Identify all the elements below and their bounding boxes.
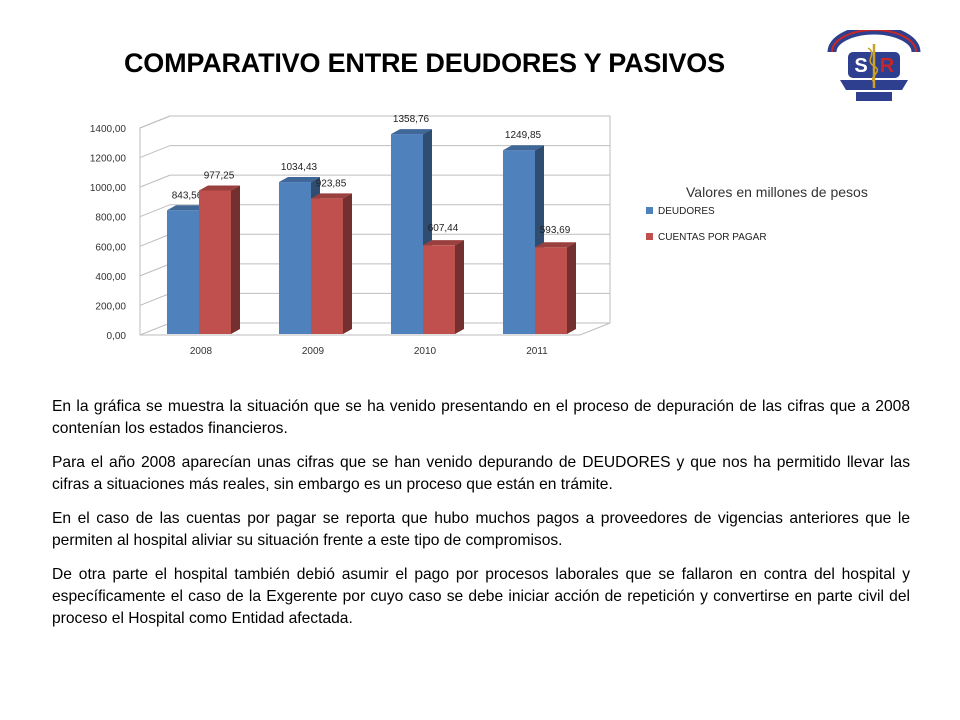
bar-side: [455, 240, 464, 334]
bar-deudores: [167, 210, 199, 334]
body-text: En la gráfica se muestra la situación qu…: [52, 396, 910, 642]
bar-cuentas-por-pagar: [199, 190, 231, 334]
paragraph-2: Para el año 2008 aparecían unas cifras q…: [52, 454, 910, 493]
legend-swatch: [646, 207, 653, 214]
bar-cuentas-por-pagar: [311, 198, 343, 334]
bar-side: [343, 193, 352, 334]
y-tick-label: 600,00: [95, 242, 126, 253]
data-label: 1249,85: [505, 130, 542, 141]
y-tick-label: 400,00: [95, 272, 126, 283]
svg-text:S: S: [854, 55, 867, 77]
bar-top: [279, 177, 320, 183]
data-label: 843,56: [172, 190, 203, 201]
bar-top: [311, 193, 352, 199]
bar-top: [535, 242, 576, 248]
data-label: 977,25: [204, 171, 235, 182]
gridline: [139, 145, 610, 159]
bar-side: [567, 242, 576, 334]
y-tick-label: 1000,00: [90, 183, 127, 194]
x-tick-label: 2010: [414, 346, 437, 357]
x-tick-label: 2009: [302, 346, 325, 357]
bar-top: [199, 185, 240, 191]
data-label: 923,85: [316, 178, 347, 189]
chart-legend: DEUDORES CUENTAS POR PAGAR: [646, 206, 767, 243]
legend-label: DEUDORES: [658, 206, 715, 217]
paragraph-1: En la gráfica se muestra la situación qu…: [52, 398, 910, 437]
bar-cuentas-por-pagar: [423, 245, 455, 334]
bar-top: [391, 129, 432, 135]
gridline: [139, 115, 610, 129]
bar-top: [167, 205, 208, 211]
page-title: COMPARATIVO ENTRE DEUDORES Y PASIVOS: [124, 48, 725, 78]
bar-deudores: [391, 134, 423, 334]
units-note: Valores en millones de pesos: [686, 184, 868, 200]
legend-swatch: [646, 233, 653, 240]
bar-deudores: [279, 182, 311, 334]
paragraph-3: En el caso de las cuentas por pagar se r…: [52, 510, 910, 549]
data-label: 593,69: [540, 225, 571, 236]
x-tick-label: 2008: [190, 346, 213, 357]
plot-area: 0,00 200,00 400,00 600,00 800,00 1000,00 1200,…: [90, 114, 611, 357]
x-tick-label: 2011: [526, 346, 548, 357]
bar-top: [423, 240, 464, 246]
svg-text:R: R: [880, 55, 895, 77]
y-tick-label: 1200,00: [90, 154, 127, 165]
gridline: [139, 174, 610, 188]
gridline: [139, 204, 610, 218]
bar-cuentas-por-pagar: [535, 247, 567, 334]
data-label: 607,44: [428, 223, 459, 234]
bar-deudores: [503, 150, 535, 334]
data-label: 1034,43: [281, 162, 318, 173]
legend-label: CUENTAS POR PAGAR: [658, 232, 767, 243]
y-tick-label: 0,00: [107, 331, 127, 342]
bar-chart: 0,00 200,00 400,00 600,00 800,00 1000,00 1200,…: [90, 114, 767, 357]
y-tick-label: 800,00: [95, 213, 126, 224]
data-label: 1358,76: [393, 114, 430, 125]
y-tick-label: 200,00: [95, 301, 126, 312]
paragraph-4: De otra parte el hospital también debió …: [52, 566, 910, 627]
bar-top: [503, 145, 544, 151]
y-tick-label: 1400,00: [90, 124, 127, 135]
bar-side: [231, 185, 240, 334]
hospital-logo: S R: [827, 30, 921, 101]
